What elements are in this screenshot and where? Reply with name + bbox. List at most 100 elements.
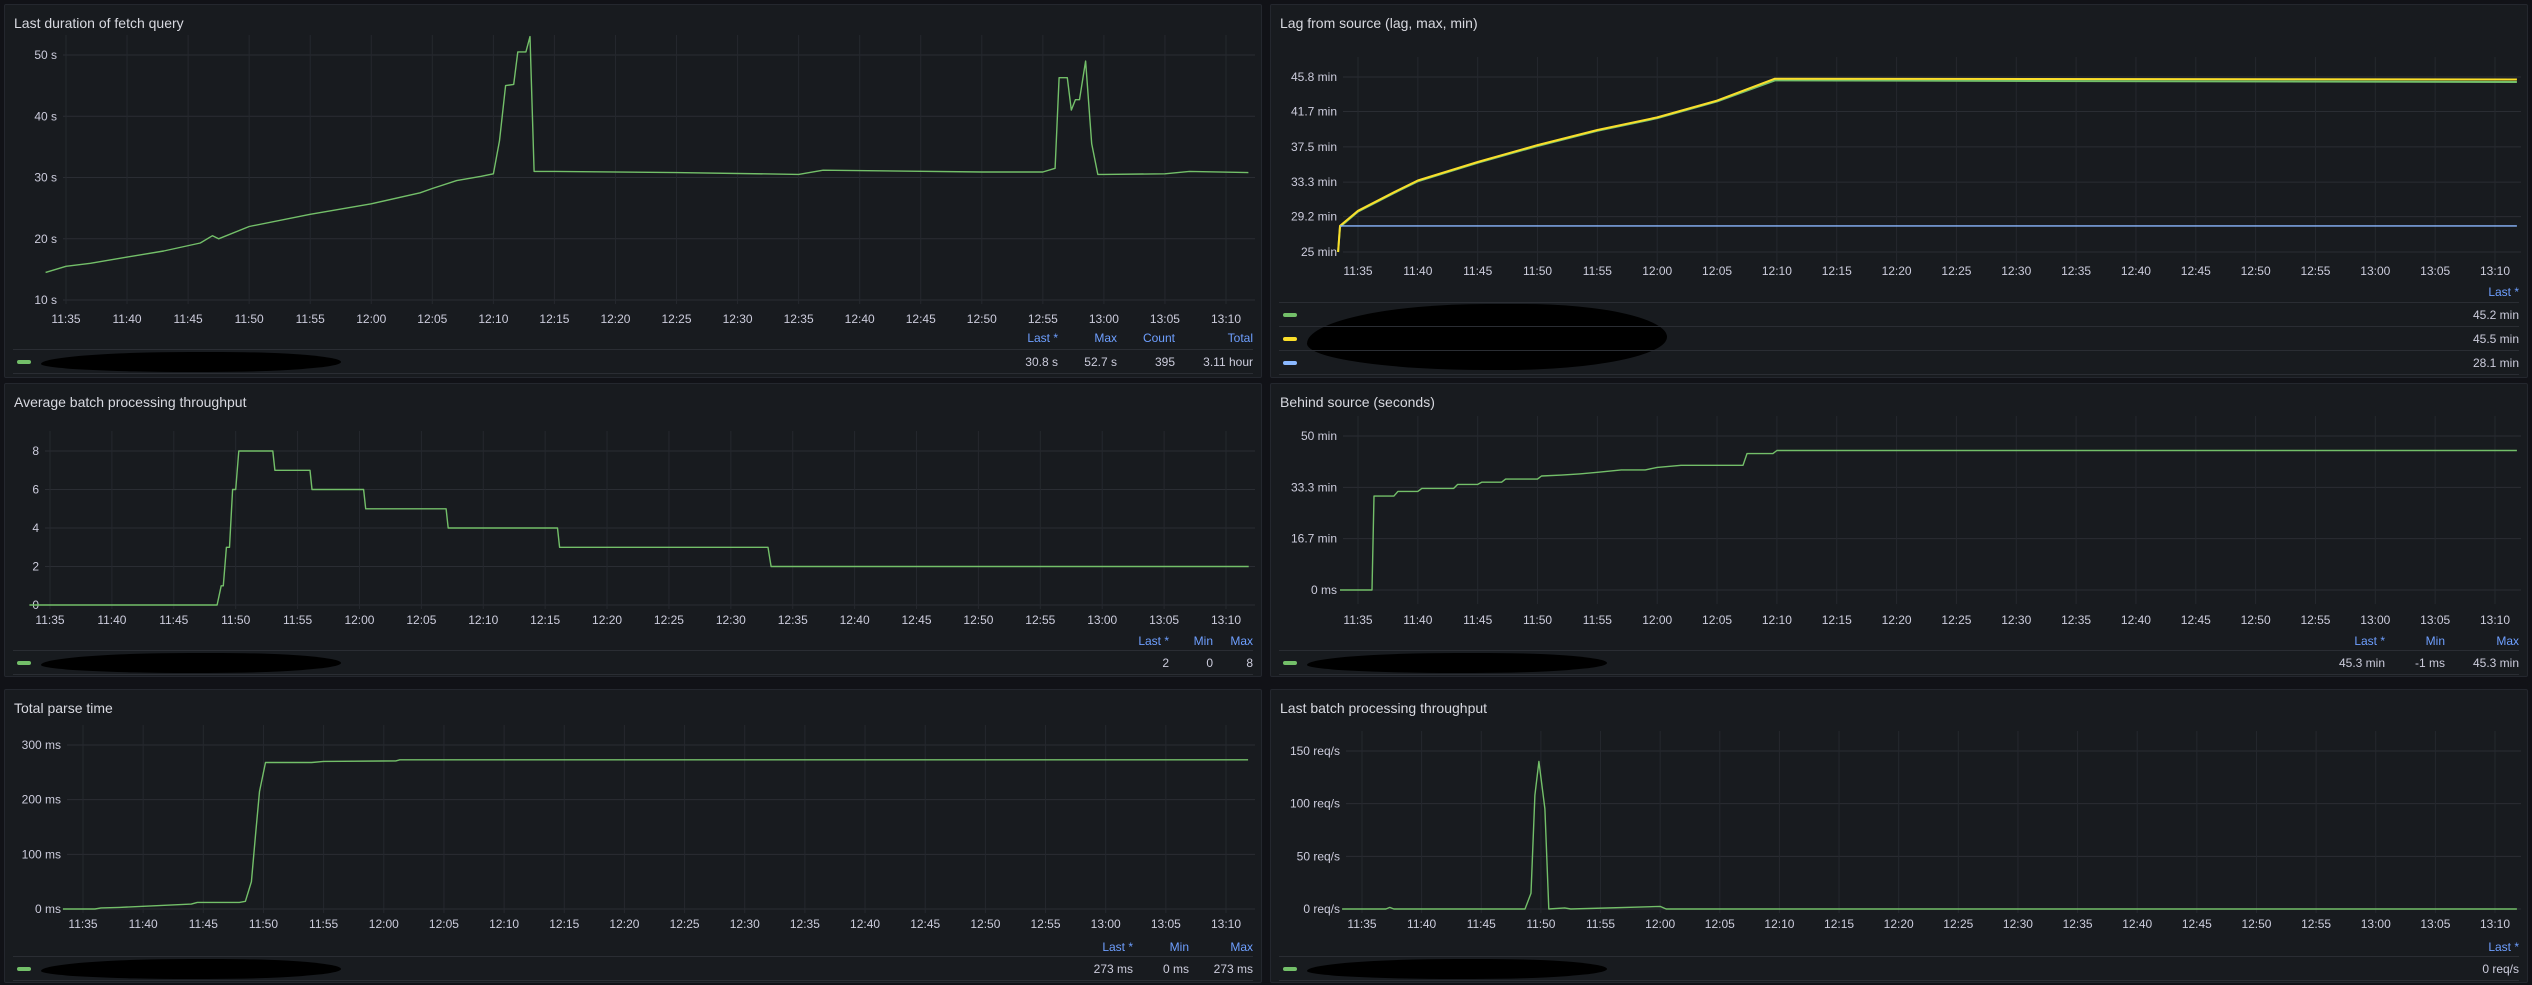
panel-average-batch-processing-throughput[interactable]: Average batch processing throughput 0 2 4 6 8… — [4, 383, 1262, 677]
legend-row[interactable]: 30.8 s 52.7 s 395 3.11 hour — [13, 349, 1253, 374]
panel-title[interactable]: Total parse time — [14, 700, 113, 716]
series-color-swatch — [1283, 360, 1297, 365]
y-tick-label: 33.3 min — [1291, 480, 1337, 494]
legend-value: 8 — [1246, 655, 1253, 670]
x-tick-label: 12:55 — [2301, 917, 2331, 931]
chart-plot[interactable]: 0 ms 100 ms 200 ms 300 ms 11:35 11:40 11:45 11:… — [5, 690, 1263, 984]
x-tick-label: 13:05 — [2420, 264, 2450, 278]
legend-sort-count[interactable]: Count — [1142, 331, 1175, 345]
x-tick-label: 13:00 — [1089, 312, 1119, 326]
x-tick-label: 11:55 — [296, 312, 325, 326]
legend-sort-max[interactable]: Max — [2496, 634, 2519, 648]
legend-sort-last[interactable]: Last * — [2354, 634, 2385, 648]
x-tick-label: 12:45 — [910, 917, 940, 931]
legend-sort-last[interactable]: Last * — [1102, 940, 1133, 954]
x-tick-label: 12:55 — [1031, 917, 1061, 931]
series-line-green[interactable] — [62, 759, 1249, 910]
chart-plot[interactable]: 10 s 20 s 30 s 40 s 50 s 11:35 11:40 11:45 11:50… — [5, 5, 1263, 379]
panel-title[interactable]: Behind source (seconds) — [1280, 394, 1435, 410]
legend-value: 28.1 min — [2472, 355, 2519, 370]
legend-value: 0 ms — [1162, 961, 1189, 976]
x-tick-label: 12:50 — [963, 613, 993, 627]
legend-sort-min[interactable]: Min — [1193, 634, 1213, 648]
x-tick-label: 13:05 — [2420, 917, 2450, 931]
panel-title[interactable]: Last duration of fetch query — [14, 15, 184, 31]
panel-title[interactable]: Last batch processing throughput — [1280, 700, 1488, 716]
series-line-green[interactable] — [1342, 760, 2517, 910]
series-line-green[interactable] — [45, 35, 1249, 274]
x-tick-label: 12:15 — [1824, 917, 1854, 931]
legend-value: 0 — [1206, 655, 1213, 670]
x-tick-label: 13:00 — [1087, 613, 1117, 627]
legend-sort-total[interactable]: Total — [1227, 331, 1253, 345]
x-tick-label: 12:20 — [1882, 264, 1912, 278]
x-tick-label: 12:30 — [2001, 264, 2031, 278]
y-tick-label: 200 ms — [22, 793, 61, 807]
x-tick-label: 12:05 — [1702, 264, 1732, 278]
x-tick-label: 12:40 — [850, 917, 880, 931]
panel-last-batch-processing-throughput[interactable]: Last batch processing throughput 0 req/s 5… — [1270, 689, 2528, 983]
y-tick-label: 100 ms — [22, 847, 61, 861]
x-tick-label: 11:45 — [189, 917, 218, 931]
x-tick-label: 11:45 — [1467, 917, 1496, 931]
redacted-series-name — [1307, 958, 1607, 979]
y-tick-label: 37.5 min — [1291, 140, 1337, 154]
x-tick-label: 12:25 — [1943, 917, 1973, 931]
legend-values: 30.8 s 52.7 s 395 3.11 hour — [992, 355, 1253, 369]
x-tick-label: 13:05 — [2420, 613, 2450, 627]
x-tick-label: 12:55 — [2300, 264, 2330, 278]
legend-sort-last[interactable]: Last * — [2488, 940, 2519, 954]
legend-value: 30.8 s — [1025, 354, 1058, 369]
panel-behind-source-seconds[interactable]: Behind source (seconds) 0 ms 16.7 min 33.3 … — [1270, 383, 2528, 677]
legend-row[interactable]: 0 req/s — [1279, 956, 2519, 981]
chart-plot[interactable]: 0 2 4 6 8 11:35 11:40 11:45 11:50 11:55 12:00 12:05… — [5, 384, 1263, 678]
series-color-swatch — [1283, 336, 1297, 341]
x-tick-label: 12:00 — [369, 917, 399, 931]
legend-sort-last[interactable]: Last * — [1027, 331, 1058, 345]
legend-row[interactable]: 45.2 min — [1279, 302, 2519, 370]
legend-sort-max[interactable]: Max — [1094, 331, 1117, 345]
panel-title[interactable]: Average batch processing throughput — [14, 394, 247, 410]
legend-row[interactable]: 273 ms 0 ms 273 ms — [13, 956, 1253, 981]
panel-lag-from-source-lag-max-min[interactable]: Lag from source (lag, max, min) 25 min 29.… — [1270, 4, 2528, 378]
legend-values: 0 req/s — [2435, 962, 2519, 976]
legend-row[interactable]: 2 0 8 — [13, 650, 1253, 675]
series-color-swatch — [17, 660, 31, 665]
series-line-yellow[interactable] — [1337, 77, 2517, 253]
legend-row[interactable]: 45.5 min — [1279, 326, 2519, 350]
x-tick-label: 12:55 — [1028, 312, 1058, 326]
chart-plot[interactable]: 0 ms 16.7 min 33.3 min 50 min 11:35 11:40 11:4… — [1271, 384, 2529, 678]
x-tick-label: 12:00 — [1645, 917, 1675, 931]
legend-sort-last[interactable]: Last * — [1138, 634, 1169, 648]
legend-header: Last * Max Count Total — [992, 331, 1253, 345]
legend-sort-min[interactable]: Min — [1169, 940, 1189, 954]
redacted-series-name — [41, 351, 341, 372]
x-tick-label: 12:05 — [1705, 917, 1735, 931]
chart-plot[interactable]: 25 min 29.2 min 33.3 min 37.5 min 41.7 min 45… — [1271, 5, 2529, 379]
panel-last-duration-of-fetch-query[interactable]: Last duration of fetch query 10 s 20 s 30 s… — [4, 4, 1262, 378]
chart-plot[interactable]: 0 req/s 50 req/s 100 req/s 150 req/s 11:35 11… — [1271, 690, 2529, 984]
x-tick-label: 12:05 — [429, 917, 459, 931]
panel-total-parse-time[interactable]: Total parse time 0 ms 100 ms 200 ms 300 ms 11… — [4, 689, 1262, 983]
legend-row[interactable]: 28.1 min — [1279, 350, 2519, 375]
x-tick-label: 13:10 — [2480, 917, 2510, 931]
x-tick-label: 12:25 — [654, 613, 684, 627]
x-tick-label: 12:30 — [2003, 917, 2033, 931]
legend-value: 3.11 hour — [1203, 354, 1253, 369]
legend-value: 45.3 min — [2472, 655, 2519, 670]
legend-value: 395 — [1154, 354, 1175, 369]
legend-value: 273 ms — [1213, 961, 1253, 976]
legend-sort-max[interactable]: Max — [1230, 940, 1253, 954]
x-tick-label: 12:05 — [1702, 613, 1732, 627]
x-tick-label: 12:55 — [1025, 613, 1055, 627]
series-line-green[interactable] — [1340, 449, 2517, 591]
x-tick-label: 12:25 — [662, 312, 692, 326]
x-tick-label: 11:50 — [1523, 264, 1552, 278]
legend-sort-last[interactable]: Last * — [2488, 285, 2519, 299]
panel-title[interactable]: Lag from source (lag, max, min) — [1280, 15, 1478, 31]
legend-sort-min[interactable]: Min — [2425, 634, 2445, 648]
x-tick-label: 12:20 — [600, 312, 630, 326]
legend-sort-max[interactable]: Max — [1230, 634, 1253, 648]
series-line-green[interactable] — [29, 450, 1249, 606]
legend-row[interactable]: 45.3 min -1 ms 45.3 min — [1279, 650, 2519, 675]
